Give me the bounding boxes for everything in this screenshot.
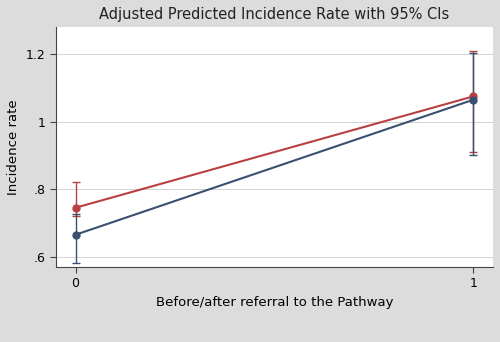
Y-axis label: Incidence rate: Incidence rate	[7, 99, 20, 195]
Title: Adjusted Predicted Incidence Rate with 95% CIs: Adjusted Predicted Incidence Rate with 9…	[99, 7, 450, 22]
X-axis label: Before/after referral to the Pathway: Before/after referral to the Pathway	[156, 296, 393, 309]
